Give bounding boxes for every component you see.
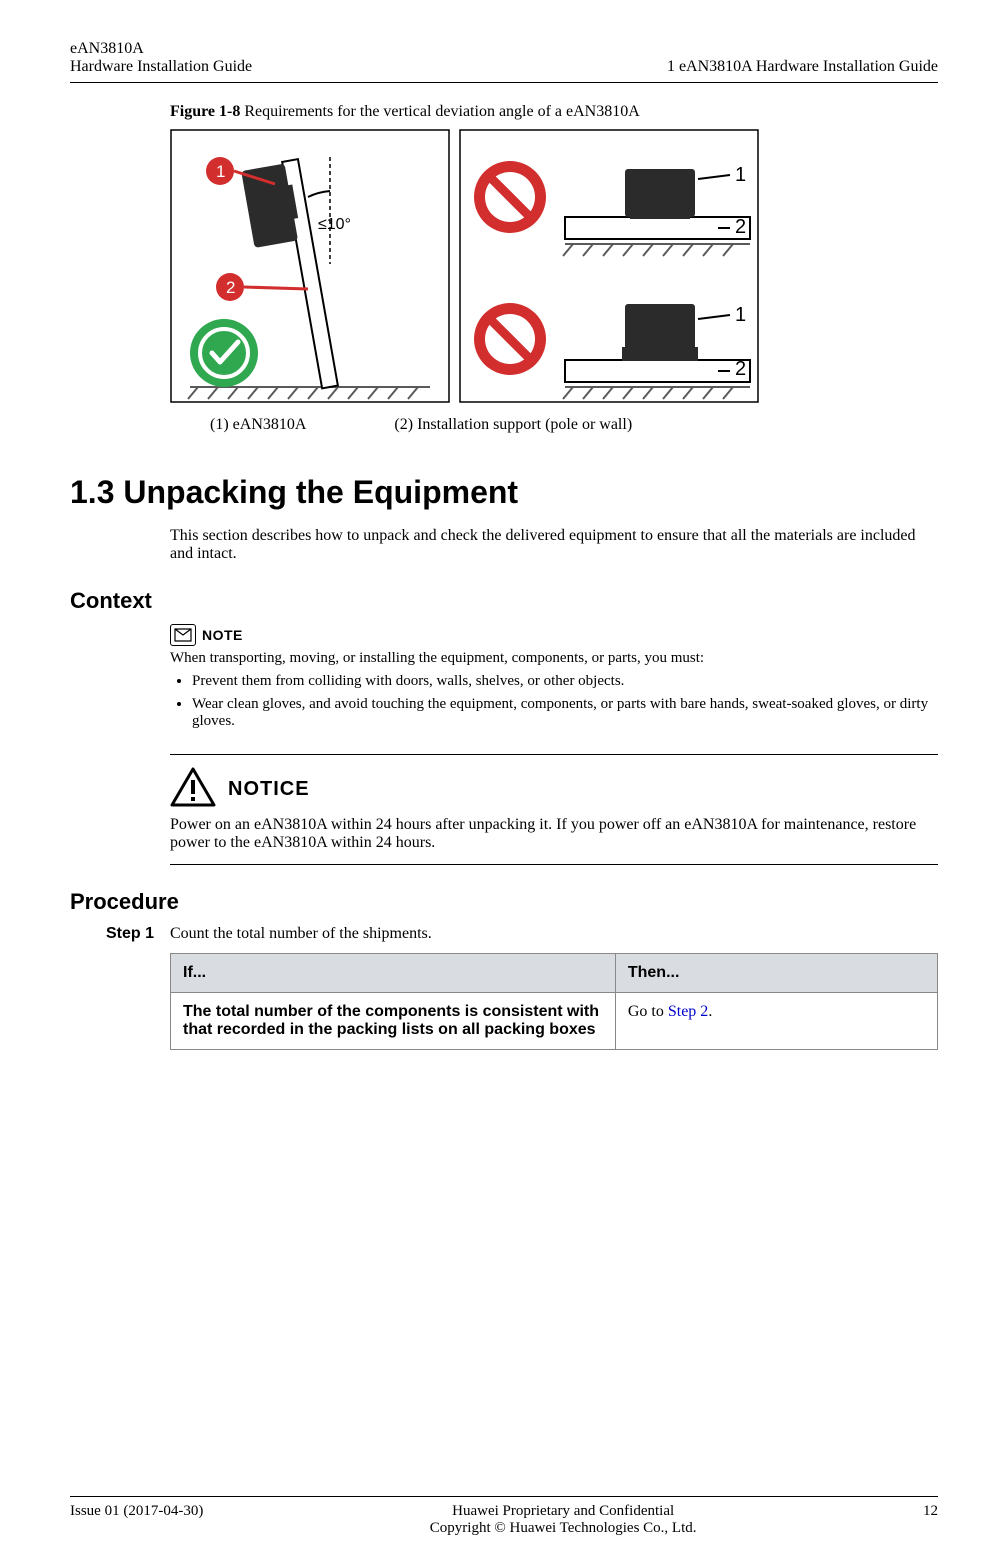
figure-label: Figure 1-8 <box>170 103 240 120</box>
footer-line1: Huawei Proprietary and Confidential <box>430 1503 697 1520</box>
note-icon <box>170 624 196 646</box>
then-suffix: . <box>708 1003 712 1020</box>
note-word: NOTE <box>202 627 243 643</box>
figure-legend-1: (1) eAN3810A <box>210 416 306 434</box>
note-item-1: Prevent them from colliding with doors, … <box>192 673 938 690</box>
figure-callout-2: 2 <box>226 278 235 297</box>
right-top-callout-2: 2 <box>735 216 746 238</box>
footer-issue: Issue 01 (2017-04-30) <box>70 1503 203 1537</box>
notice-text: Power on an eAN3810A within 24 hours aft… <box>170 816 938 852</box>
note-list: Prevent them from colliding with doors, … <box>170 673 938 730</box>
page-header: eAN3810A Hardware Installation Guide 1 e… <box>70 40 938 83</box>
footer-page: 12 <box>923 1503 938 1537</box>
step-2-link[interactable]: Step 2 <box>668 1003 708 1020</box>
header-left: eAN3810A Hardware Installation Guide <box>70 40 252 76</box>
right-bot-callout-1: 1 <box>735 304 746 326</box>
header-right: 1 eAN3810A Hardware Installation Guide <box>667 40 938 76</box>
notice-word: NOTICE <box>228 778 310 801</box>
context-heading: Context <box>70 588 938 614</box>
then-prefix: Go to <box>628 1003 668 1020</box>
header-doc-type: Hardware Installation Guide <box>70 58 252 76</box>
table-header-if: If... <box>171 954 616 993</box>
figure-caption-text: Requirements for the vertical deviation … <box>244 103 639 120</box>
table-if-cell: The total number of the components is co… <box>171 993 616 1050</box>
footer-line2: Copyright © Huawei Technologies Co., Ltd… <box>430 1520 697 1537</box>
figure-illustration: ≤10° 1 2 <box>170 129 760 404</box>
figure-legend: (1) eAN3810A (2) Installation support (p… <box>210 416 938 434</box>
section-number: 1.3 <box>70 474 114 510</box>
angle-label: ≤10° <box>318 216 351 233</box>
if-then-table: If... Then... The total number of the co… <box>170 953 938 1050</box>
section-title-text: Unpacking the Equipment <box>123 474 518 510</box>
section-title: 1.3 Unpacking the Equipment <box>70 474 938 511</box>
note-header: NOTE <box>170 624 938 646</box>
table-row: The total number of the components is co… <box>171 993 938 1050</box>
step-1-text: Count the total number of the shipments. <box>170 925 938 943</box>
header-product: eAN3810A <box>70 40 252 58</box>
note-intro: When transporting, moving, or installing… <box>170 650 938 667</box>
figure-callout-1: 1 <box>216 162 225 181</box>
figure-legend-2: (2) Installation support (pole or wall) <box>394 416 632 434</box>
table-header-then: Then... <box>615 954 937 993</box>
table-then-cell: Go to Step 2. <box>615 993 937 1050</box>
notice-box: NOTICE Power on an eAN3810A within 24 ho… <box>170 754 938 865</box>
header-chapter: 1 eAN3810A Hardware Installation Guide <box>667 58 938 76</box>
procedure-heading: Procedure <box>70 889 938 915</box>
footer-center: Huawei Proprietary and Confidential Copy… <box>430 1503 697 1537</box>
warning-icon <box>170 767 216 812</box>
page-footer: Issue 01 (2017-04-30) Huawei Proprietary… <box>70 1496 938 1537</box>
note-item-2: Wear clean gloves, and avoid touching th… <box>192 696 938 730</box>
step-1-label: Step 1 <box>70 925 170 943</box>
section-intro: This section describes how to unpack and… <box>170 527 938 563</box>
right-bot-callout-2: 2 <box>735 358 746 380</box>
right-top-callout-1: 1 <box>735 164 746 186</box>
figure-caption: Figure 1-8 Requirements for the vertical… <box>170 103 938 121</box>
